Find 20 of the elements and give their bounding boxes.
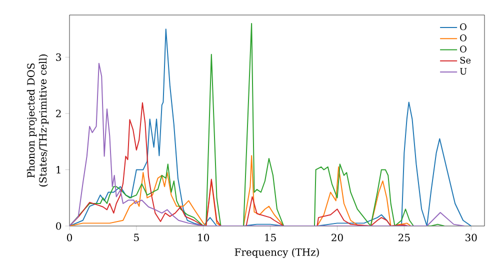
x-tick-label: 0 [66, 234, 72, 242]
x-tick-label: 25 [398, 234, 410, 242]
x-tick-label: 20 [332, 234, 343, 242]
x-axis-title: Frequency (THz) [234, 248, 319, 258]
y-tick-label: 1 [56, 166, 60, 174]
x-tick-label: 15 [265, 234, 276, 242]
line-series [70, 62, 465, 226]
line-series [70, 102, 409, 226]
legend-label: O [460, 46, 466, 52]
y-tick-label: 0 [56, 222, 62, 230]
x-tick-label: 10 [198, 234, 210, 242]
y-tick-label: 2 [56, 110, 61, 118]
x-tick-label: 30 [466, 234, 477, 242]
legend-label: U [460, 68, 467, 75]
legend-label: O [460, 34, 466, 42]
x-tick-label: 5 [134, 234, 139, 242]
y-tick-label: 3 [56, 53, 61, 61]
legend-label: O [460, 23, 466, 30]
legend-label: Se [460, 56, 471, 64]
y-axis-title: Phonon projected DOS (States/THz·primitive cell) [26, 54, 49, 186]
